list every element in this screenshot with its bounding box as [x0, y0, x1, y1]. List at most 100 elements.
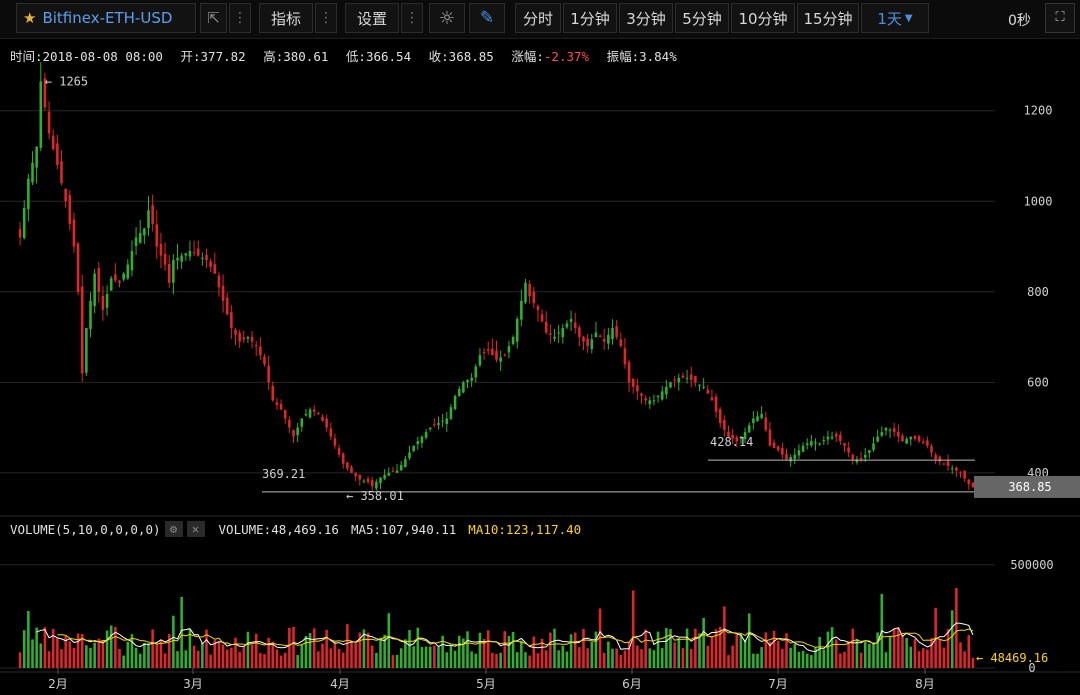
volume-bar-53 [238, 651, 241, 668]
symbol-more-icon[interactable]: ⋮ [229, 3, 251, 33]
candle-body-66 [292, 429, 295, 437]
candle-body-31 [147, 210, 150, 228]
candle-body-138 [590, 339, 594, 350]
settings-more-icon[interactable]: ⋮ [401, 3, 423, 33]
candle-body-229 [967, 479, 971, 485]
volume-bar-112 [482, 638, 486, 668]
candle-body-94 [408, 452, 411, 459]
candle-body-29 [138, 232, 142, 243]
candle-body-89 [387, 472, 391, 476]
volume-bar-166 [706, 645, 710, 668]
volume-bar-215 [909, 646, 913, 668]
volume-bar-43 [196, 650, 200, 668]
star-icon[interactable]: ★ [23, 9, 37, 27]
volume-bar-26 [126, 641, 130, 668]
symbol-button[interactable]: ★ Bitfinex-ETH-USD [16, 3, 196, 33]
candle-body-19 [97, 268, 101, 292]
volume-bar-92 [399, 648, 403, 668]
period-tab-5[interactable]: 15分钟 [797, 3, 859, 33]
close-icon[interactable]: ✕ [186, 521, 205, 537]
indicators-button[interactable]: 指标 [259, 3, 313, 33]
volume-bar-192 [814, 647, 817, 668]
candle-body-22 [109, 278, 113, 291]
candle-body-25 [122, 273, 125, 280]
candle-body-4 [35, 146, 38, 168]
candle-body-73 [321, 416, 324, 421]
volume-bar-159 [677, 638, 681, 668]
volume-bar-88 [383, 634, 386, 668]
candle-body-77 [337, 448, 341, 455]
info-change: 涨幅:-2.37% [511, 49, 590, 64]
volume-bar-95 [412, 646, 415, 668]
candle-body-117 [503, 354, 507, 356]
candle-body-188 [797, 450, 801, 456]
candle-body-8 [51, 135, 55, 150]
period-tab-0[interactable]: 分时 [515, 3, 561, 33]
indicators-more-icon[interactable]: ⋮ [315, 3, 337, 33]
volume-bar-148 [631, 590, 635, 668]
time-tick-4: 6月 [622, 677, 642, 691]
volume-bar-20 [101, 639, 105, 668]
candle-body-224 [946, 461, 950, 467]
candle-body-120 [515, 318, 519, 342]
period-tab-3[interactable]: 5分钟 [675, 3, 729, 33]
candle-body-113 [486, 349, 490, 351]
candle-body-122 [524, 282, 527, 303]
fullscreen-icon[interactable]: ⛶ [1045, 3, 1075, 33]
candle-body-132 [565, 323, 569, 328]
candle-body-176 [747, 425, 751, 433]
volume-bar-121 [520, 640, 523, 668]
volume-bar-111 [478, 632, 482, 668]
draw-pencil-icon[interactable]: ✎ [469, 3, 505, 33]
volume-bar-12 [68, 641, 72, 668]
candle-body-78 [341, 453, 345, 464]
candle-body-72 [317, 412, 320, 414]
candle-body-204 [863, 454, 867, 458]
candle-body-182 [772, 442, 776, 448]
volume-bar-10 [60, 649, 63, 668]
candle-body-162 [689, 374, 693, 381]
volume-bar-80 [350, 641, 353, 668]
volume-bar-31 [147, 643, 150, 668]
volume-bar-58 [259, 653, 262, 668]
volume-bar-107 [462, 638, 465, 668]
time-tick-3: 5月 [476, 677, 496, 691]
volume-bar-207 [876, 632, 879, 668]
volume-bar-102 [441, 635, 444, 668]
theme-sun-icon[interactable]: ☼ [429, 3, 465, 33]
volume-bar-114 [491, 652, 494, 668]
volume-bar-125 [536, 653, 540, 668]
period-tab-4[interactable]: 10分钟 [731, 3, 795, 33]
candle-body-131 [561, 328, 565, 338]
candle-body-150 [640, 393, 643, 396]
period-tab-2[interactable]: 3分钟 [619, 3, 673, 33]
candle-body-210 [888, 429, 892, 431]
period-tab-1[interactable]: 1分钟 [563, 3, 617, 33]
volume-bar-152 [648, 648, 652, 668]
candle-body-44 [201, 257, 204, 259]
candle-body-228 [963, 470, 966, 479]
candle-body-187 [793, 454, 797, 459]
candle-body-156 [665, 386, 668, 395]
period-tab-active[interactable]: 1天 ▼ [861, 3, 929, 33]
settings-button[interactable]: 设置 [345, 3, 399, 33]
volume-bar-91 [395, 654, 399, 668]
popout-icon[interactable]: ⇱ [200, 3, 227, 33]
candle-body-69 [304, 414, 308, 416]
gear-icon[interactable]: ⚙ [164, 521, 183, 537]
volume-bar-175 [743, 639, 747, 668]
ma5-value: MA5:107,940.11 [350, 521, 457, 537]
volume-bar-162 [689, 648, 693, 668]
volume-bar-220 [930, 638, 933, 668]
volume-bar-201 [851, 628, 855, 668]
candle-body-219 [926, 440, 929, 446]
candle-body-48 [217, 275, 221, 288]
volume-bar-134 [573, 632, 577, 668]
candle-body-0 [18, 229, 22, 238]
volume-bar-123 [528, 655, 531, 668]
volume-bar-59 [263, 654, 266, 668]
candle-body-40 [184, 253, 188, 256]
volume-bar-197 [834, 639, 838, 668]
candle-body-76 [333, 438, 337, 446]
